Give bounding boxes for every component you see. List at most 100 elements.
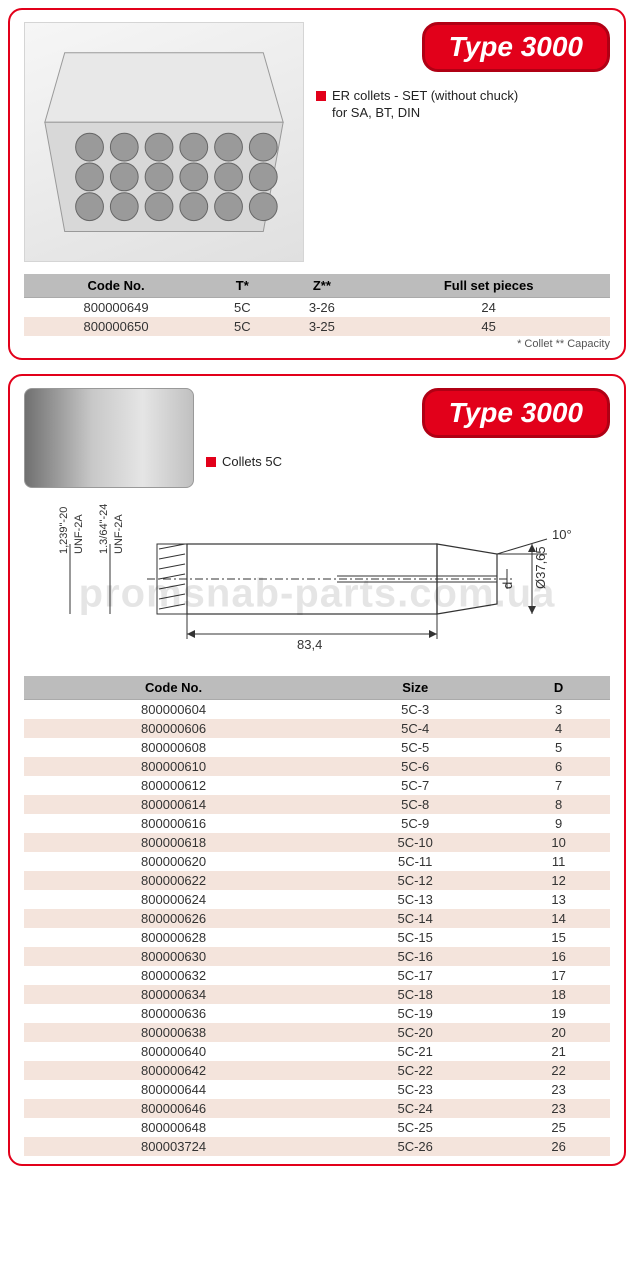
table-cell: 800000616	[24, 814, 323, 833]
table-row: 8000006265C-1414	[24, 909, 610, 928]
table-cell: 800000642	[24, 1061, 323, 1080]
table-cell: 800000634	[24, 985, 323, 1004]
table-row: 8000006045C-33	[24, 700, 610, 720]
table-cell: 8	[507, 795, 610, 814]
table-row: 8000006285C-1515	[24, 928, 610, 947]
subtitle-line2: for SA, BT, DIN	[332, 105, 420, 120]
table-cell: 5C-3	[323, 700, 507, 720]
table-cell: 800000630	[24, 947, 323, 966]
table-cell: 6	[507, 757, 610, 776]
table-cell: 5C-25	[323, 1118, 507, 1137]
table-cell: 800003724	[24, 1137, 323, 1156]
table-cell: 24	[367, 298, 610, 318]
table-header: Full set pieces	[367, 274, 610, 298]
table-row: 8000006345C-1818	[24, 985, 610, 1004]
table-cell: 23	[507, 1099, 610, 1118]
subtitle-text: Collets 5C	[222, 454, 282, 471]
table-row: 8000006145C-88	[24, 795, 610, 814]
table-cell: 4	[507, 719, 610, 738]
table-cell: 5C-24	[323, 1099, 507, 1118]
table-cell: 800000638	[24, 1023, 323, 1042]
table-cell: 5C	[208, 317, 276, 336]
dim-d: d	[500, 582, 515, 589]
table-cell: 5C-22	[323, 1061, 507, 1080]
table-cell: 800000649	[24, 298, 208, 318]
table-cell: 5C-11	[323, 852, 507, 871]
table-cell: 5C-4	[323, 719, 507, 738]
table-cell: 5C-6	[323, 757, 507, 776]
table-cell: 5C-14	[323, 909, 507, 928]
dim-angle: 10°	[552, 527, 572, 542]
table-row: 8000006305C-1616	[24, 947, 610, 966]
dim-thread1b: UNF-2A	[73, 514, 85, 554]
table-cell: 22	[507, 1061, 610, 1080]
table-cell: 800000610	[24, 757, 323, 776]
table-row: 8000037245C-2626	[24, 1137, 610, 1156]
table-cell: 3-25	[276, 317, 367, 336]
table-collets5c: Code No.SizeD 8000006045C-338000006065C-…	[24, 676, 610, 1156]
table-row: 8000006365C-1919	[24, 1004, 610, 1023]
table-cell: 25	[507, 1118, 610, 1137]
table-cell: 5C-5	[323, 738, 507, 757]
table-cell: 800000604	[24, 700, 323, 720]
bullet-icon	[206, 457, 216, 467]
table-row: 8000006185C-1010	[24, 833, 610, 852]
table-cell: 23	[507, 1080, 610, 1099]
table-cell: 5C-20	[323, 1023, 507, 1042]
table-cell: 800000632	[24, 966, 323, 985]
dim-diameter: Ø37,65	[533, 546, 548, 589]
table-cell: 3-26	[276, 298, 367, 318]
table-cell: 800000644	[24, 1080, 323, 1099]
table-cell: 5C-18	[323, 985, 507, 1004]
table-row: 8000006325C-1717	[24, 966, 610, 985]
table-cell: 800000618	[24, 833, 323, 852]
table-row: 8000006425C-2222	[24, 1061, 610, 1080]
table-cell: 5C-19	[323, 1004, 507, 1023]
dim-length: 83,4	[297, 637, 322, 652]
table-cell: 800000612	[24, 776, 323, 795]
table-cell: 17	[507, 966, 610, 985]
table-cell: 7	[507, 776, 610, 795]
table-header: D	[507, 676, 610, 700]
table-cell: 5C-21	[323, 1042, 507, 1061]
table-cell: 5C	[208, 298, 276, 318]
footnote: * Collet ** Capacity	[24, 338, 610, 350]
table-cell: 800000620	[24, 852, 323, 871]
subtitle-line1: ER collets - SET (without chuck)	[332, 88, 518, 103]
bullet-icon	[316, 91, 326, 101]
subtitle-text: ER collets - SET (without chuck) for SA,…	[332, 88, 518, 122]
table-set: Code No.T*Z**Full set pieces 8000006495C…	[24, 274, 610, 336]
table-cell: 5C-12	[323, 871, 507, 890]
table-cell: 11	[507, 852, 610, 871]
product-image-colletset	[24, 22, 304, 262]
table-row: 8000006465C-2423	[24, 1099, 610, 1118]
table-cell: 800000636	[24, 1004, 323, 1023]
table-row: 8000006225C-1212	[24, 871, 610, 890]
table-cell: 5C-8	[323, 795, 507, 814]
dim-thread1a: 1,239"-20	[58, 507, 70, 554]
table-header: Code No.	[24, 676, 323, 700]
table-cell: 5C-9	[323, 814, 507, 833]
table-cell: 26	[507, 1137, 610, 1156]
table-row: 8000006505C3-2545	[24, 317, 610, 336]
panel-type3000-set: Type 3000 ER collets - SET (without chuc…	[8, 8, 626, 360]
table-cell: 9	[507, 814, 610, 833]
table-row: 8000006165C-99	[24, 814, 610, 833]
badge-type: Type 3000	[422, 388, 610, 438]
table-cell: 800000622	[24, 871, 323, 890]
table-cell: 5C-7	[323, 776, 507, 795]
table-row: 8000006245C-1313	[24, 890, 610, 909]
table-row: 8000006485C-2525	[24, 1118, 610, 1137]
table-cell: 5	[507, 738, 610, 757]
table-cell: 15	[507, 928, 610, 947]
table-cell: 800000606	[24, 719, 323, 738]
dim-thread2a: 1.3/64"-24	[98, 504, 110, 554]
table-header: Z**	[276, 274, 367, 298]
table-cell: 800000650	[24, 317, 208, 336]
table-cell: 5C-16	[323, 947, 507, 966]
table-cell: 3	[507, 700, 610, 720]
table-cell: 20	[507, 1023, 610, 1042]
table-cell: 5C-26	[323, 1137, 507, 1156]
badge-type: Type 3000	[422, 22, 610, 72]
table-cell: 800000608	[24, 738, 323, 757]
